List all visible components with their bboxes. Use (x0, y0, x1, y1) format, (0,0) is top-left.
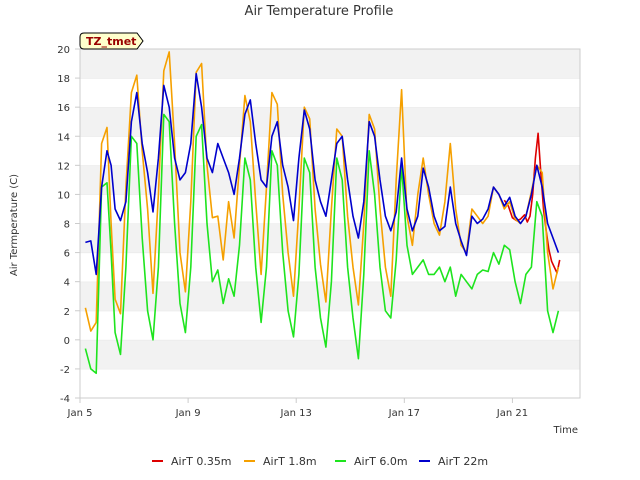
grid-band (80, 78, 580, 108)
x-axis: Jan 5 Jan 9 Jan 13 Jan 17 Jan 21 (67, 398, 528, 419)
x-tick-label: Jan 5 (67, 408, 93, 419)
legend-label: AirT 1.8m (263, 455, 317, 468)
legend-label: AirT 0.35m (171, 455, 232, 468)
y-tick-label: 0 (64, 336, 70, 347)
x-tick-label: Jan 13 (280, 408, 312, 419)
grid-band (80, 310, 580, 340)
site-badge-text: TZ_tmet (86, 35, 136, 48)
grid-band (80, 49, 580, 79)
y-axis-label: Air Termperature (C) (9, 174, 20, 276)
legend-label: AirT 22m (438, 455, 488, 468)
y-tick-label: 6 (64, 249, 70, 260)
y-tick-label: 4 (64, 278, 70, 289)
series-line (84, 113, 560, 375)
site-badge: TZ_tmet (79, 32, 144, 50)
legend-label: AirT 6.0m (354, 455, 408, 468)
y-tick-label: 10 (57, 190, 70, 201)
y-tick-label: 14 (57, 132, 70, 143)
grid-band (80, 252, 580, 282)
y-tick-label: -4 (60, 394, 70, 405)
y-tick-label: 2 (64, 307, 70, 318)
y-tick-label: 18 (57, 74, 70, 85)
x-axis-label: Time (553, 425, 578, 436)
series-lines (84, 51, 561, 375)
y-tick-label: 8 (64, 220, 70, 231)
y-tick-label: 20 (57, 45, 70, 56)
x-tick-label: Jan 17 (388, 408, 420, 419)
x-tick-label: Jan 9 (175, 408, 201, 419)
y-tick-label: 16 (57, 103, 70, 114)
legend: AirT 0.35m AirT 1.8m AirT 6.0m AirT 22m (152, 455, 488, 468)
x-tick-label: Jan 21 (496, 408, 528, 419)
chart-title: Air Temperature Profile (245, 4, 394, 19)
grid-band (80, 107, 580, 137)
y-axis: -4 -2 0 2 4 6 8 10 12 14 16 18 20 (57, 45, 80, 405)
grid-band (80, 136, 580, 166)
y-tick-label: -2 (60, 365, 70, 376)
grid-band (80, 339, 580, 369)
series-line (85, 72, 560, 276)
grid-band (80, 368, 580, 398)
grid-band (80, 194, 580, 224)
y-tick-label: 12 (57, 161, 70, 172)
